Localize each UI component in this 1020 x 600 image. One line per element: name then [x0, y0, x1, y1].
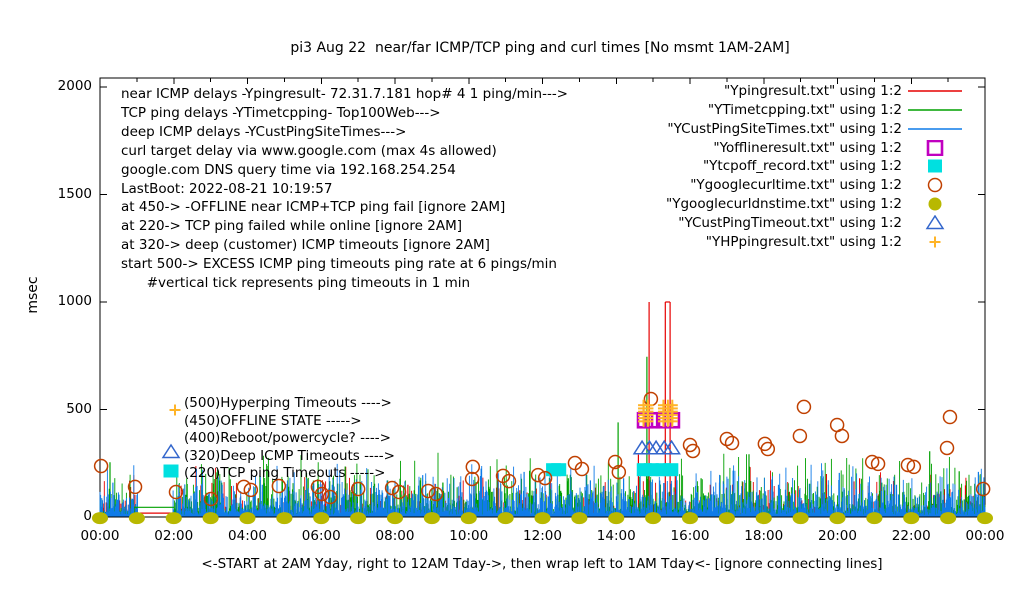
info-line: at 320-> deep (customer) ICMP timeouts […	[121, 237, 490, 254]
line-legend-icon	[908, 109, 962, 111]
filled-circle-legend-icon	[928, 197, 942, 211]
y-tick-label: 0	[83, 508, 92, 524]
x-tick-label: 14:00	[596, 528, 636, 544]
info-line: TCP ping delays -YTimetcpping- Top100Web…	[121, 104, 441, 121]
legend-entry-marker	[907, 214, 963, 231]
x-tick-label: 12:00	[523, 528, 562, 544]
threshold-annotation: (220)TCP ping Timeouts ----->	[162, 464, 386, 482]
legend-entry: "YCustPingSiteTimes.txt" using 1:2	[667, 120, 963, 138]
legend-entry-marker	[907, 83, 963, 99]
x-tick-label: 02:00	[154, 528, 194, 544]
line-legend-icon	[908, 127, 962, 130]
y-tick-label: 1500	[57, 185, 92, 202]
legend-entry-marker	[907, 158, 963, 174]
chart-title: pi3 Aug 22 near/far ICMP/TCP ping and cu…	[290, 40, 790, 56]
x-tick-label: 18:00	[744, 528, 784, 544]
open-circle-legend-icon	[927, 178, 943, 193]
annotation-label: (220)TCP ping Timeouts ----->	[184, 465, 386, 481]
x-tick-label: 00:00	[965, 528, 1005, 544]
threshold-annotation: (400)Reboot/powercycle? ---->	[162, 429, 391, 447]
open-square-legend-icon	[926, 139, 944, 156]
legend-entry-label: "YCustPingSiteTimes.txt" using 1:2	[667, 120, 902, 137]
legend-entry-label: "Ypingresult.txt" using 1:2	[724, 83, 902, 99]
threshold-annotation: (320)Deep ICMP Timeouts ---->	[162, 447, 395, 465]
legend-entry-label: "Ytcpoff_record.txt" using 1:2	[702, 158, 902, 175]
legend-entry-label: "Ygooglecurltime.txt" using 1:2	[690, 177, 902, 194]
annotation-label: (500)Hyperping Timeouts ---->	[184, 395, 392, 411]
legend-entry-label: "YHPpingresult.txt" using 1:2	[705, 233, 902, 250]
x-tick-label: 16:00	[670, 528, 710, 544]
threshold-annotation: (450)OFFLINE STATE ----->	[162, 412, 362, 430]
legend-entry: "YTimetcpping.txt" using 1:2	[708, 101, 963, 119]
legend-entry-marker	[907, 139, 963, 156]
legend-entry: "YCustPingTimeout.txt" using 1:2	[678, 214, 963, 232]
info-line: #vertical tick represents ping timeouts …	[121, 275, 471, 291]
legend-entry: "Ygooglecurldnstime.txt" using 1:2	[666, 195, 963, 213]
x-axis-caption: <-START at 2AM Yday, right to 12AM Tday-…	[201, 556, 883, 572]
annotation-label: (450)OFFLINE STATE ----->	[184, 412, 362, 429]
legend-entry: "Ypingresult.txt" using 1:2	[724, 82, 963, 100]
x-tick-label: 04:00	[228, 528, 267, 544]
legend-entry-marker	[907, 177, 963, 193]
info-line: deep ICMP delays -YCustPingSiteTimes--->	[121, 123, 407, 140]
legend-entry: "YHPpingresult.txt" using 1:2	[706, 233, 963, 251]
x-tick-label: 08:00	[375, 528, 415, 544]
open-triangle-icon	[162, 448, 184, 464]
legend-entry-label: "Ygooglecurldnstime.txt" using 1:2	[666, 196, 902, 213]
legend-entry-marker	[907, 196, 963, 212]
x-tick-label: 22:00	[891, 528, 931, 544]
annotation-marker-empty	[162, 430, 184, 446]
info-line: at 450-> -OFFLINE near ICMP+TCP ping fai…	[121, 199, 506, 216]
filled-square-legend-icon	[928, 159, 942, 173]
hyperping-timeouts-points	[638, 399, 678, 427]
y-tick-label: 2000	[57, 78, 92, 94]
legend-entry-marker	[907, 102, 963, 118]
x-tick-label: 20:00	[818, 528, 857, 544]
info-line: start 500-> EXCESS ICMP ping timeouts pi…	[121, 256, 557, 273]
info-line: google.com DNS query time via 192.168.25…	[121, 161, 456, 178]
google-dns-time-points	[92, 512, 993, 525]
x-tick-label: 00:00	[80, 528, 120, 544]
open-triangle-legend-icon	[925, 214, 945, 230]
legend-entry-label: "Yofflineresult.txt" using 1:2	[713, 139, 902, 156]
legend-entry-marker	[907, 121, 963, 137]
x-tick-label: 10:00	[449, 528, 489, 544]
plus-legend-icon	[929, 236, 941, 248]
y-tick-label: 1000	[57, 293, 92, 309]
annotation-label: (320)Deep ICMP Timeouts ---->	[184, 447, 395, 464]
info-line: curl target delay via www.google.com (ma…	[121, 142, 497, 159]
threshold-annotation: (500)Hyperping Timeouts ---->	[162, 394, 392, 412]
legend-entry: "Yofflineresult.txt" using 1:2	[713, 139, 963, 157]
legend-entry-label: "YCustPingTimeout.txt" using 1:2	[678, 214, 902, 231]
info-line: at 220-> TCP ping failed while online [i…	[121, 218, 463, 235]
filled-square-icon	[162, 465, 184, 481]
info-line: near ICMP delays -Ypingresult- 72.31.7.1…	[121, 86, 568, 102]
deep-icmp-timeout-points	[632, 439, 681, 455]
offline-state-points	[636, 411, 681, 429]
legend-entry-label: "YTimetcpping.txt" using 1:2	[707, 101, 902, 118]
y-tick-label: 500	[66, 400, 92, 417]
google-curl-time-points	[93, 391, 991, 507]
no-measurement-connectors	[133, 506, 175, 514]
annotation-marker-empty	[162, 413, 184, 429]
legend-entry-marker	[907, 234, 963, 250]
x-tick-label: 06:00	[301, 528, 341, 544]
legend-entry: "Ygooglecurltime.txt" using 1:2	[690, 176, 963, 194]
info-line: LastBoot: 2022-08-21 10:19:57	[121, 180, 333, 197]
annotation-label: (400)Reboot/powercycle? ---->	[184, 430, 391, 446]
annotation-markers	[161, 404, 181, 478]
legend-entry: "Ytcpoff_record.txt" using 1:2	[703, 157, 963, 175]
line-legend-icon	[908, 90, 962, 92]
